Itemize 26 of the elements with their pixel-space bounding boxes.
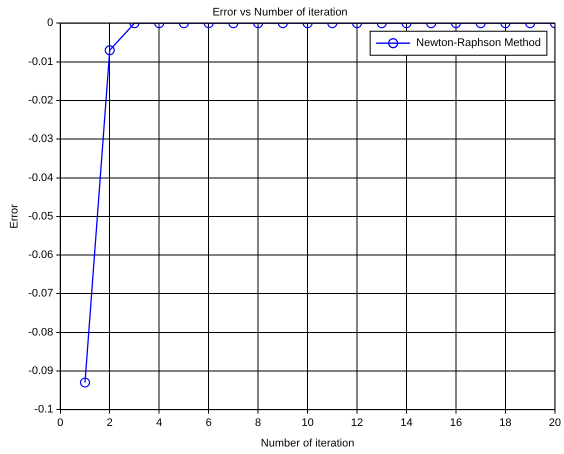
y-tick-label: -0.06	[28, 249, 54, 262]
y-tick-label: -0.08	[28, 326, 54, 338]
x-axis-title: Number of iteration	[260, 437, 354, 450]
y-tick-label: -0.02	[28, 94, 54, 107]
chart-title: Error vs Number of iteration	[212, 6, 348, 19]
x-tick-label: 8	[255, 417, 262, 430]
x-tick-label: 0	[57, 417, 64, 430]
x-tick-label: 2	[106, 417, 113, 430]
x-tick-label: 10	[301, 417, 314, 430]
legend-label: Newton-Raphson Method	[416, 37, 541, 50]
y-tick-label: -0.1	[34, 404, 54, 416]
x-tick-label: 16	[450, 417, 462, 430]
y-tick-label: -0.09	[28, 364, 54, 377]
x-tick-label: 12	[350, 417, 364, 430]
y-tick-label: 0	[47, 17, 54, 30]
y-tick-label: -0.05	[28, 210, 54, 222]
x-tick-label: 18	[499, 417, 512, 430]
x-tick-label: 6	[206, 417, 212, 430]
y-axis-title: Error	[8, 204, 21, 229]
y-tick-label: -0.04	[28, 172, 54, 184]
x-tick-label: 14	[400, 417, 413, 430]
x-tick-label: 20	[548, 417, 562, 430]
y-tick-label: -0.01	[28, 56, 54, 68]
y-tick-label: -0.03	[28, 133, 54, 146]
y-tick-label: -0.07	[28, 288, 54, 300]
x-tick-label: 4	[156, 417, 162, 430]
